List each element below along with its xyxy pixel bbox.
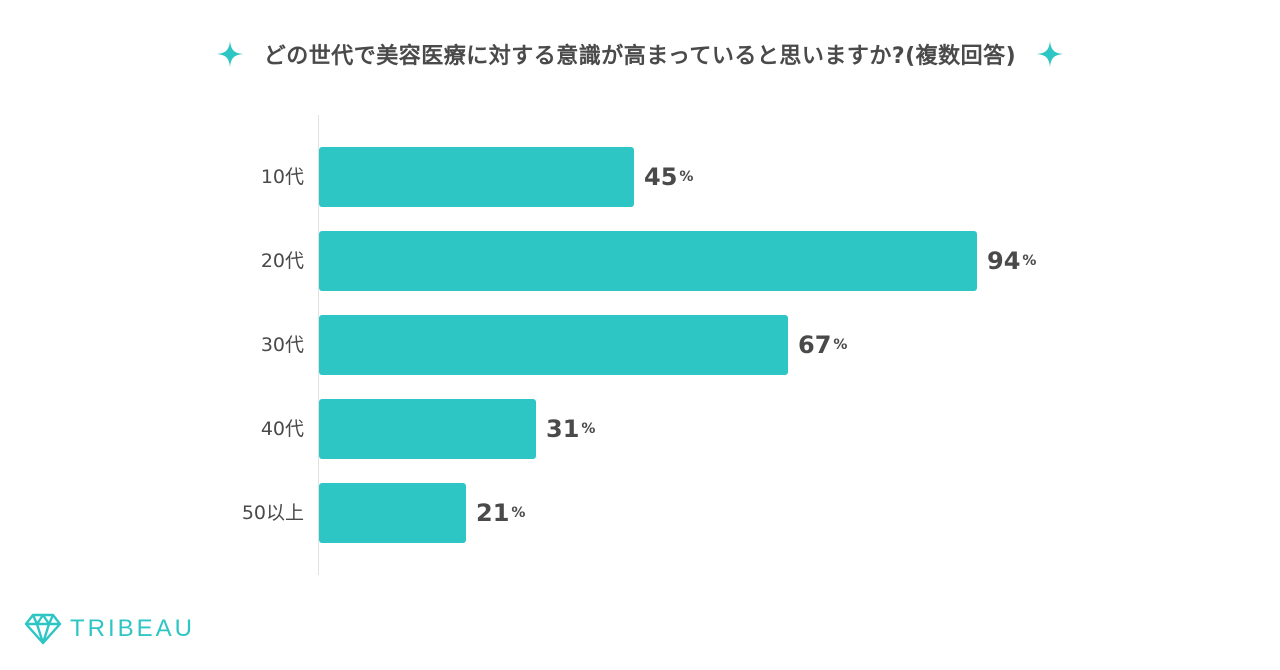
sparkle-icon — [216, 41, 243, 67]
data-label: 21% — [476, 499, 525, 527]
bar — [319, 483, 466, 543]
category-label: 40代 — [261, 418, 304, 440]
sparkle-icon — [1037, 41, 1064, 67]
diamond-icon — [24, 613, 62, 645]
chart-title: どの世代で美容医療に対する意識が高まっていると思いますか?(複数回答) — [263, 44, 1017, 69]
data-label-unit: % — [1022, 253, 1036, 269]
bar — [319, 399, 536, 459]
data-label-value: 45 — [644, 163, 677, 191]
bar — [319, 147, 634, 207]
data-label-value: 67 — [798, 331, 831, 359]
data-label-value: 31 — [546, 415, 579, 443]
data-label: 67% — [798, 331, 847, 359]
data-label-unit: % — [679, 169, 693, 185]
bar — [319, 315, 788, 375]
category-label: 10代 — [261, 166, 304, 188]
brand-logo: TRIBEAU — [24, 612, 195, 646]
title-row: どの世代で美容医療に対する意識が高まっていると思いますか?(複数回答) — [0, 34, 1280, 74]
category-label: 20代 — [261, 250, 304, 272]
data-label-unit: % — [581, 421, 595, 437]
data-label-value: 94 — [987, 247, 1020, 275]
data-label-value: 21 — [476, 499, 509, 527]
data-label: 31% — [546, 415, 595, 443]
category-label: 50以上 — [242, 502, 304, 524]
data-label-unit: % — [511, 505, 525, 521]
brand-name: TRIBEAU — [70, 615, 196, 642]
data-label-unit: % — [833, 337, 847, 353]
data-label: 45% — [644, 163, 693, 191]
category-label: 30代 — [261, 334, 304, 356]
bar — [319, 231, 977, 291]
data-label: 94% — [987, 247, 1036, 275]
